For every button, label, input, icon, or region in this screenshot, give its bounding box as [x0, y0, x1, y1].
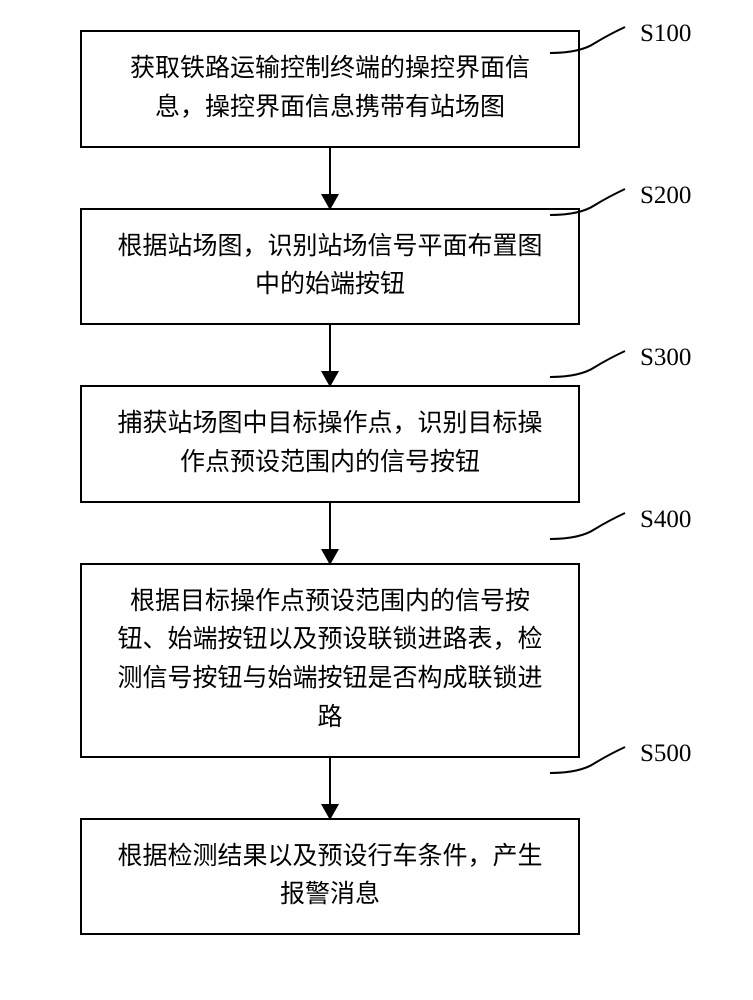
connector-curve	[550, 187, 610, 237]
step-box: 获取铁路运输控制终端的操控界面信息，操控界面信息携带有站场图	[80, 30, 580, 148]
connector-curve	[550, 25, 610, 75]
step-box: 根据目标操作点预设范围内的信号按钮、始端按钮以及预设联锁进路表，检测信号按钮与始…	[80, 563, 580, 758]
step-label: S500	[640, 740, 691, 768]
arrow	[329, 148, 331, 208]
step-box: 捕获站场图中目标操作点，识别目标操作点预设范围内的信号按钮	[80, 385, 580, 503]
connector-curve	[550, 745, 610, 795]
arrow	[329, 758, 331, 818]
step-label: S200	[640, 182, 691, 210]
connector-curve	[550, 511, 610, 561]
step-text: 根据站场图，识别站场信号平面布置图中的始端按钮	[117, 233, 542, 299]
step-text: 根据目标操作点预设范围内的信号按钮、始端按钮以及预设联锁进路表，检测信号按钮与始…	[117, 588, 542, 731]
step-box: 根据检测结果以及预设行车条件，产生报警消息	[80, 818, 580, 936]
step-label: S300	[640, 344, 691, 372]
flowchart: 获取铁路运输控制终端的操控界面信息，操控界面信息携带有站场图 根据站场图，识别站…	[50, 30, 610, 935]
connector-curve	[550, 349, 610, 399]
arrow	[329, 325, 331, 385]
arrow	[329, 503, 331, 563]
step-box: 根据站场图，识别站场信号平面布置图中的始端按钮	[80, 208, 580, 326]
step-label: S100	[640, 20, 691, 48]
step-label: S400	[640, 506, 691, 534]
step-text: 获取铁路运输控制终端的操控界面信息，操控界面信息携带有站场图	[130, 55, 530, 121]
step-text: 捕获站场图中目标操作点，识别目标操作点预设范围内的信号按钮	[117, 410, 542, 476]
step-text: 根据检测结果以及预设行车条件，产生报警消息	[117, 843, 542, 909]
